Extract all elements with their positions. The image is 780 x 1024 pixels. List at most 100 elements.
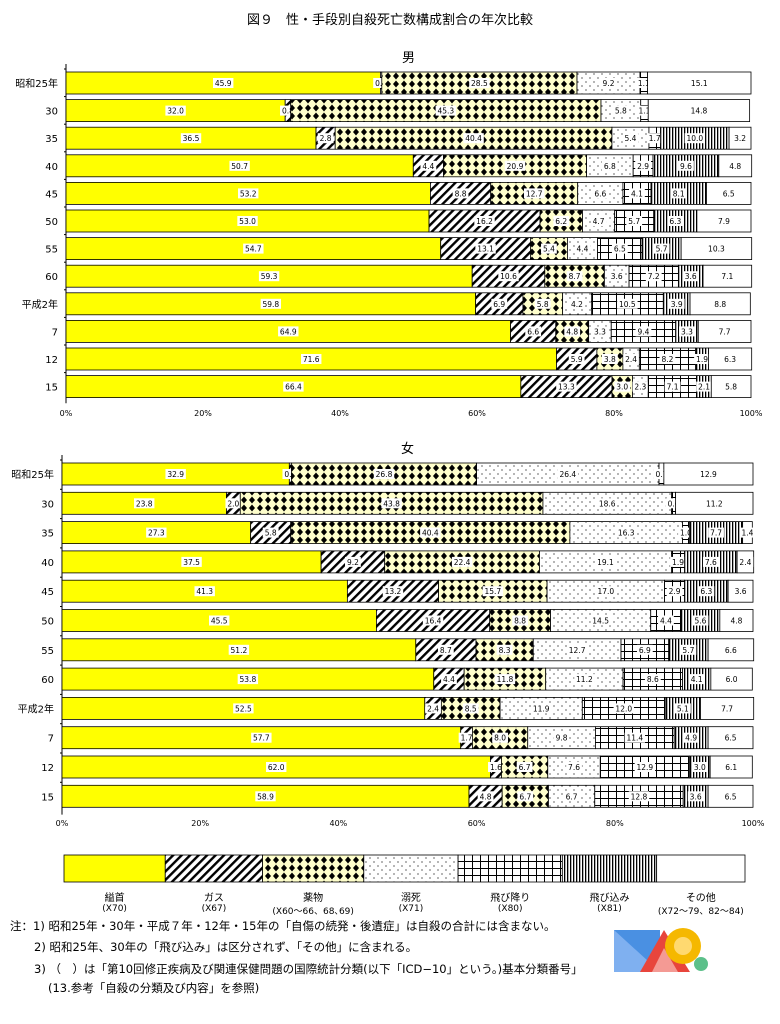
data-label: 5.9 [571, 355, 583, 364]
data-label-bg [566, 644, 588, 655]
data-label-bg [626, 216, 643, 226]
data-label: 7.6 [705, 558, 717, 567]
data-label-bg [553, 732, 570, 743]
data-label-bg [458, 732, 475, 743]
data-label-bg [251, 732, 272, 743]
data-label-bg [494, 674, 516, 685]
legend-code: (X72～79、82～84) [657, 907, 744, 917]
data-label-bg [541, 243, 557, 254]
data-label-bg [452, 188, 469, 199]
data-label-bg [608, 271, 625, 282]
data-label-bg [482, 586, 504, 597]
data-label-bg [228, 644, 250, 655]
data-label-bg [712, 298, 729, 309]
data-label: 6.5 [723, 189, 735, 198]
data-label-bg [719, 271, 736, 282]
data-label: 2.1 [698, 383, 710, 392]
data-label-bg [238, 188, 259, 199]
data-label-bg [739, 527, 756, 538]
data-label: 6.5 [725, 734, 737, 743]
data-label-bg [492, 732, 508, 743]
category-label: 55 [45, 245, 58, 256]
note-3: 3) （ ）は「第10回修正疾病及び関連保健問題の国際統計分類(以下「ICD−1… [34, 962, 583, 976]
data-label-bg [722, 732, 739, 743]
chart-title: 女 [401, 441, 414, 457]
data-label-bg [632, 381, 649, 392]
data-label: 11.9 [533, 704, 550, 713]
data-label: 41.3 [196, 587, 213, 596]
category-label: 昭和25年 [11, 468, 54, 481]
data-label-bg [732, 586, 749, 597]
data-label-bg [653, 243, 670, 254]
data-label: 11.2 [706, 499, 723, 508]
category-label: 35 [45, 134, 58, 145]
data-label-bg [373, 469, 395, 479]
data-label-bg [475, 243, 496, 254]
data-label-bg [451, 556, 473, 567]
data-label: 7.1 [667, 383, 679, 392]
data-label-bg [684, 133, 706, 144]
data-label-bg [600, 78, 617, 88]
data-label-bg [266, 762, 287, 772]
data-label-bg [706, 243, 727, 254]
data-label-bg [702, 556, 719, 567]
data-label: 32.0 [167, 107, 184, 116]
female-chart: 女 0% 20% 40% 60% 80% 100% 昭和25年 32.9 0.3 26.8 26.4 0… [11, 441, 765, 828]
data-label: 0.6 [668, 499, 680, 508]
data-label: 6.6 [725, 646, 737, 655]
data-label: 5.8 [265, 529, 277, 538]
chart-title: 男 [402, 51, 415, 66]
data-label: 8.5 [465, 704, 477, 713]
data-label: 6.3 [669, 217, 681, 226]
data-label: 6.1 [725, 763, 737, 772]
data-label: 64.9 [280, 327, 297, 336]
data-label: 4.9 [685, 734, 697, 743]
data-label: 6.3 [724, 355, 736, 364]
legend-label: 薬物 [303, 893, 324, 904]
data-label: 6.6 [594, 189, 606, 198]
data-label-bg [283, 381, 304, 392]
data-label: 11.8 [497, 675, 514, 684]
data-label-bg [727, 160, 744, 171]
data-label: 1.9 [672, 558, 684, 567]
data-label-bg [719, 703, 735, 714]
data-label-bg [213, 78, 234, 88]
data-label: 3.6 [735, 587, 747, 596]
data-label-bg [569, 298, 585, 309]
data-label-bg [614, 381, 631, 392]
data-label: 5.1 [677, 704, 689, 713]
data-label: 57.7 [253, 734, 270, 743]
data-label-bg [623, 354, 640, 364]
data-label: 59.3 [261, 272, 278, 281]
data-label: 26.4 [559, 470, 576, 479]
data-label-bg [420, 527, 441, 538]
data-label: 5.7 [656, 245, 668, 254]
data-label: 5.7 [682, 646, 694, 655]
data-label-bg [517, 791, 534, 802]
data-label: 11.2 [576, 675, 593, 684]
data-label: 5.8 [725, 383, 737, 392]
data-label: 8.8 [714, 300, 726, 309]
data-label-bg [704, 498, 725, 509]
data-label-bg [722, 644, 739, 655]
data-label-bg [611, 243, 628, 254]
data-label-bg [678, 160, 694, 171]
data-label: 12.8 [631, 792, 648, 801]
data-label: 4.4 [422, 162, 434, 171]
data-label: 12.0 [615, 704, 632, 713]
data-label: 6.0 [726, 675, 738, 684]
data-label: 1.0 [680, 529, 692, 538]
x-tick-label: 100% [740, 409, 763, 418]
data-label: 12.7 [569, 646, 586, 655]
data-label: 37.5 [183, 558, 200, 567]
data-label: 12.7 [526, 189, 543, 198]
data-label: 2.0 [227, 499, 239, 508]
data-label: 8.6 [647, 675, 659, 684]
data-label-bg [664, 381, 681, 392]
data-label-bg [622, 133, 639, 144]
data-label: 6.7 [566, 792, 578, 801]
figure-title: 図９ 性・手段別自殺死亡数構成割合の年次比較 [246, 13, 533, 28]
data-label-bg [165, 469, 186, 479]
data-label-bg [723, 381, 740, 392]
category-label: 12 [45, 355, 58, 366]
